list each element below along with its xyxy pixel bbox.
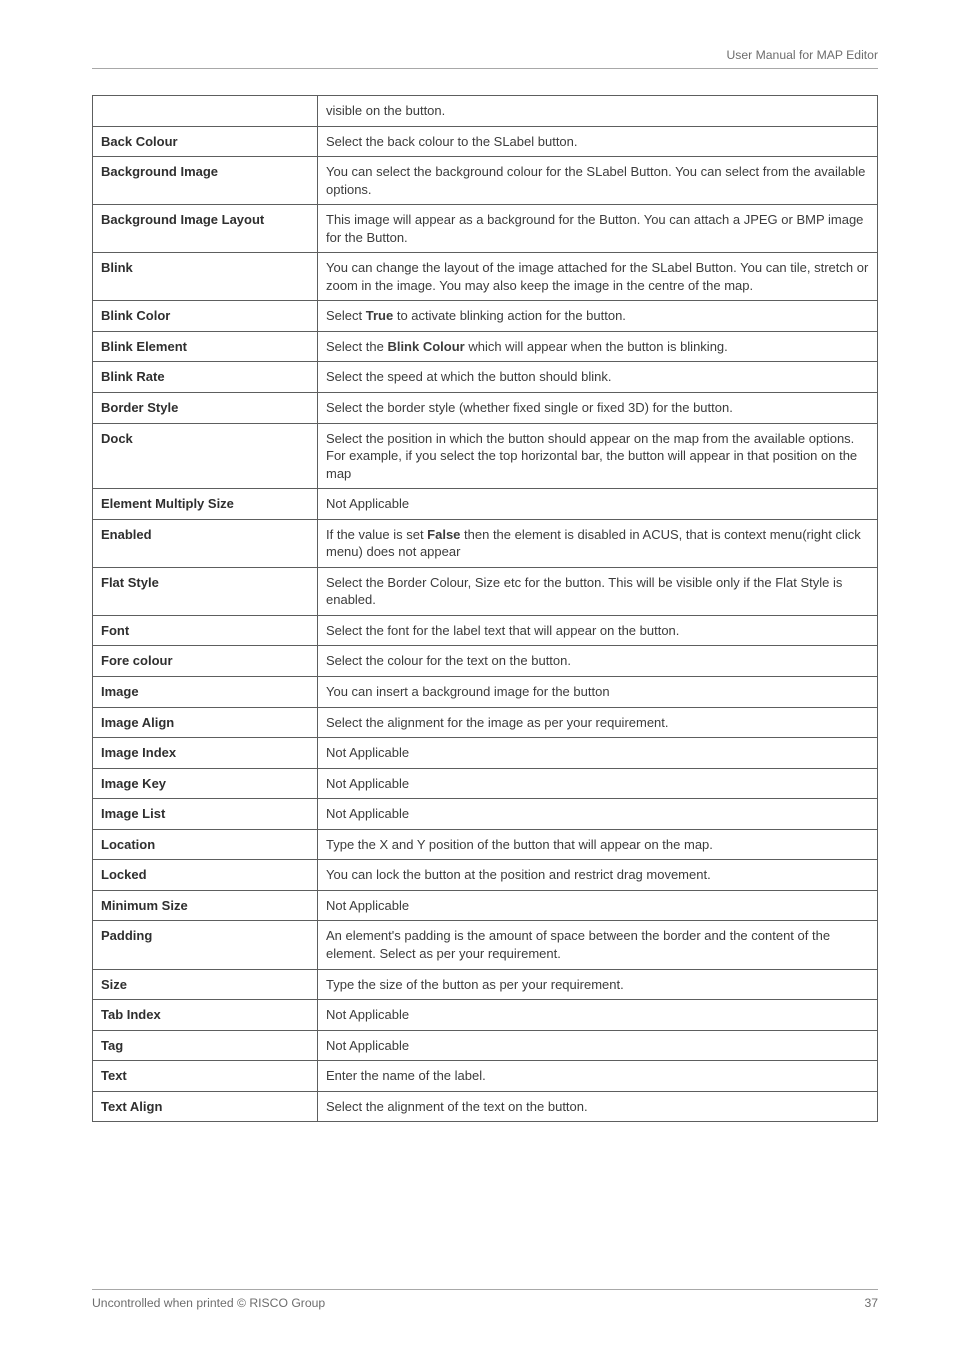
property-description: Not Applicable <box>318 738 878 769</box>
table-row: Image AlignSelect the alignment for the … <box>93 707 878 738</box>
property-label: Minimum Size <box>93 890 318 921</box>
table-row: TextEnter the name of the label. <box>93 1061 878 1092</box>
page: User Manual for MAP Editor visible on th… <box>0 0 954 1350</box>
property-label: Text <box>93 1061 318 1092</box>
page-footer: Uncontrolled when printed © RISCO Group … <box>92 1289 878 1310</box>
running-header: User Manual for MAP Editor <box>92 48 878 69</box>
property-label: Image <box>93 677 318 708</box>
table-row: visible on the button. <box>93 96 878 127</box>
property-description: Select the border style (whether fixed s… <box>318 393 878 424</box>
table-row: Background ImageYou can select the backg… <box>93 157 878 205</box>
property-description: Not Applicable <box>318 489 878 520</box>
property-description: You can lock the button at the position … <box>318 860 878 891</box>
table-row: Back ColourSelect the back colour to the… <box>93 126 878 157</box>
property-description: Not Applicable <box>318 1030 878 1061</box>
property-label: Image Index <box>93 738 318 769</box>
table-row: Blink RateSelect the speed at which the … <box>93 362 878 393</box>
property-description: Select the Border Colour, Size etc for t… <box>318 567 878 615</box>
table-row: Flat StyleSelect the Border Colour, Size… <box>93 567 878 615</box>
property-description: An element's padding is the amount of sp… <box>318 921 878 969</box>
property-description: Select the font for the label text that … <box>318 615 878 646</box>
property-description: If the value is set False then the eleme… <box>318 519 878 567</box>
property-description: Select the speed at which the button sho… <box>318 362 878 393</box>
property-label: Location <box>93 829 318 860</box>
table-row: Element Multiply SizeNot Applicable <box>93 489 878 520</box>
property-description: Type the size of the button as per your … <box>318 969 878 1000</box>
property-description: Type the X and Y position of the button … <box>318 829 878 860</box>
property-label: Enabled <box>93 519 318 567</box>
property-label: Border Style <box>93 393 318 424</box>
property-label: Image Align <box>93 707 318 738</box>
property-description: You can select the background colour for… <box>318 157 878 205</box>
property-description: Not Applicable <box>318 768 878 799</box>
property-label: Blink <box>93 253 318 301</box>
footer-left: Uncontrolled when printed © RISCO Group <box>92 1296 325 1310</box>
table-row: DockSelect the position in which the but… <box>93 423 878 489</box>
table-row: Fore colourSelect the colour for the tex… <box>93 646 878 677</box>
property-description: Not Applicable <box>318 890 878 921</box>
property-description: You can change the layout of the image a… <box>318 253 878 301</box>
property-label: Back Colour <box>93 126 318 157</box>
table-row: Blink ElementSelect the Blink Colour whi… <box>93 331 878 362</box>
property-label: Text Align <box>93 1091 318 1122</box>
table-row: LockedYou can lock the button at the pos… <box>93 860 878 891</box>
property-label: Element Multiply Size <box>93 489 318 520</box>
table-row: TagNot Applicable <box>93 1030 878 1061</box>
property-label: Dock <box>93 423 318 489</box>
table-row: Image ListNot Applicable <box>93 799 878 830</box>
property-description: visible on the button. <box>318 96 878 127</box>
header-title: User Manual for MAP Editor <box>727 48 879 62</box>
table-row: Minimum SizeNot Applicable <box>93 890 878 921</box>
table-row: Text AlignSelect the alignment of the te… <box>93 1091 878 1122</box>
property-label: Image List <box>93 799 318 830</box>
property-description: Select the Blink Colour which will appea… <box>318 331 878 362</box>
table-row: Image KeyNot Applicable <box>93 768 878 799</box>
property-label <box>93 96 318 127</box>
property-label: Background Image <box>93 157 318 205</box>
table-row: LocationType the X and Y position of the… <box>93 829 878 860</box>
table-row: FontSelect the font for the label text t… <box>93 615 878 646</box>
property-label: Blink Rate <box>93 362 318 393</box>
property-description: Select the colour for the text on the bu… <box>318 646 878 677</box>
property-description: Select the position in which the button … <box>318 423 878 489</box>
property-description: You can insert a background image for th… <box>318 677 878 708</box>
page-number: 37 <box>864 1296 878 1310</box>
property-label: Background Image Layout <box>93 205 318 253</box>
table-row: PaddingAn element's padding is the amoun… <box>93 921 878 969</box>
property-description: Select True to activate blinking action … <box>318 301 878 332</box>
property-description: Select the alignment of the text on the … <box>318 1091 878 1122</box>
property-label: Blink Color <box>93 301 318 332</box>
property-description: Select the back colour to the SLabel but… <box>318 126 878 157</box>
property-description: Select the alignment for the image as pe… <box>318 707 878 738</box>
property-description: This image will appear as a background f… <box>318 205 878 253</box>
table-row: ImageYou can insert a background image f… <box>93 677 878 708</box>
table-row: Blink ColorSelect True to activate blink… <box>93 301 878 332</box>
property-label: Padding <box>93 921 318 969</box>
property-description: Not Applicable <box>318 799 878 830</box>
property-label: Fore colour <box>93 646 318 677</box>
table-row: Border StyleSelect the border style (whe… <box>93 393 878 424</box>
property-label: Tab Index <box>93 1000 318 1031</box>
table-row: BlinkYou can change the layout of the im… <box>93 253 878 301</box>
table-row: Tab IndexNot Applicable <box>93 1000 878 1031</box>
property-label: Locked <box>93 860 318 891</box>
property-label: Font <box>93 615 318 646</box>
table-row: SizeType the size of the button as per y… <box>93 969 878 1000</box>
property-label: Image Key <box>93 768 318 799</box>
table-row: Image IndexNot Applicable <box>93 738 878 769</box>
property-label: Size <box>93 969 318 1000</box>
property-label: Flat Style <box>93 567 318 615</box>
property-description: Not Applicable <box>318 1000 878 1031</box>
table-row: EnabledIf the value is set False then th… <box>93 519 878 567</box>
property-label: Tag <box>93 1030 318 1061</box>
property-label: Blink Element <box>93 331 318 362</box>
properties-table: visible on the button.Back ColourSelect … <box>92 95 878 1122</box>
table-row: Background Image LayoutThis image will a… <box>93 205 878 253</box>
property-description: Enter the name of the label. <box>318 1061 878 1092</box>
